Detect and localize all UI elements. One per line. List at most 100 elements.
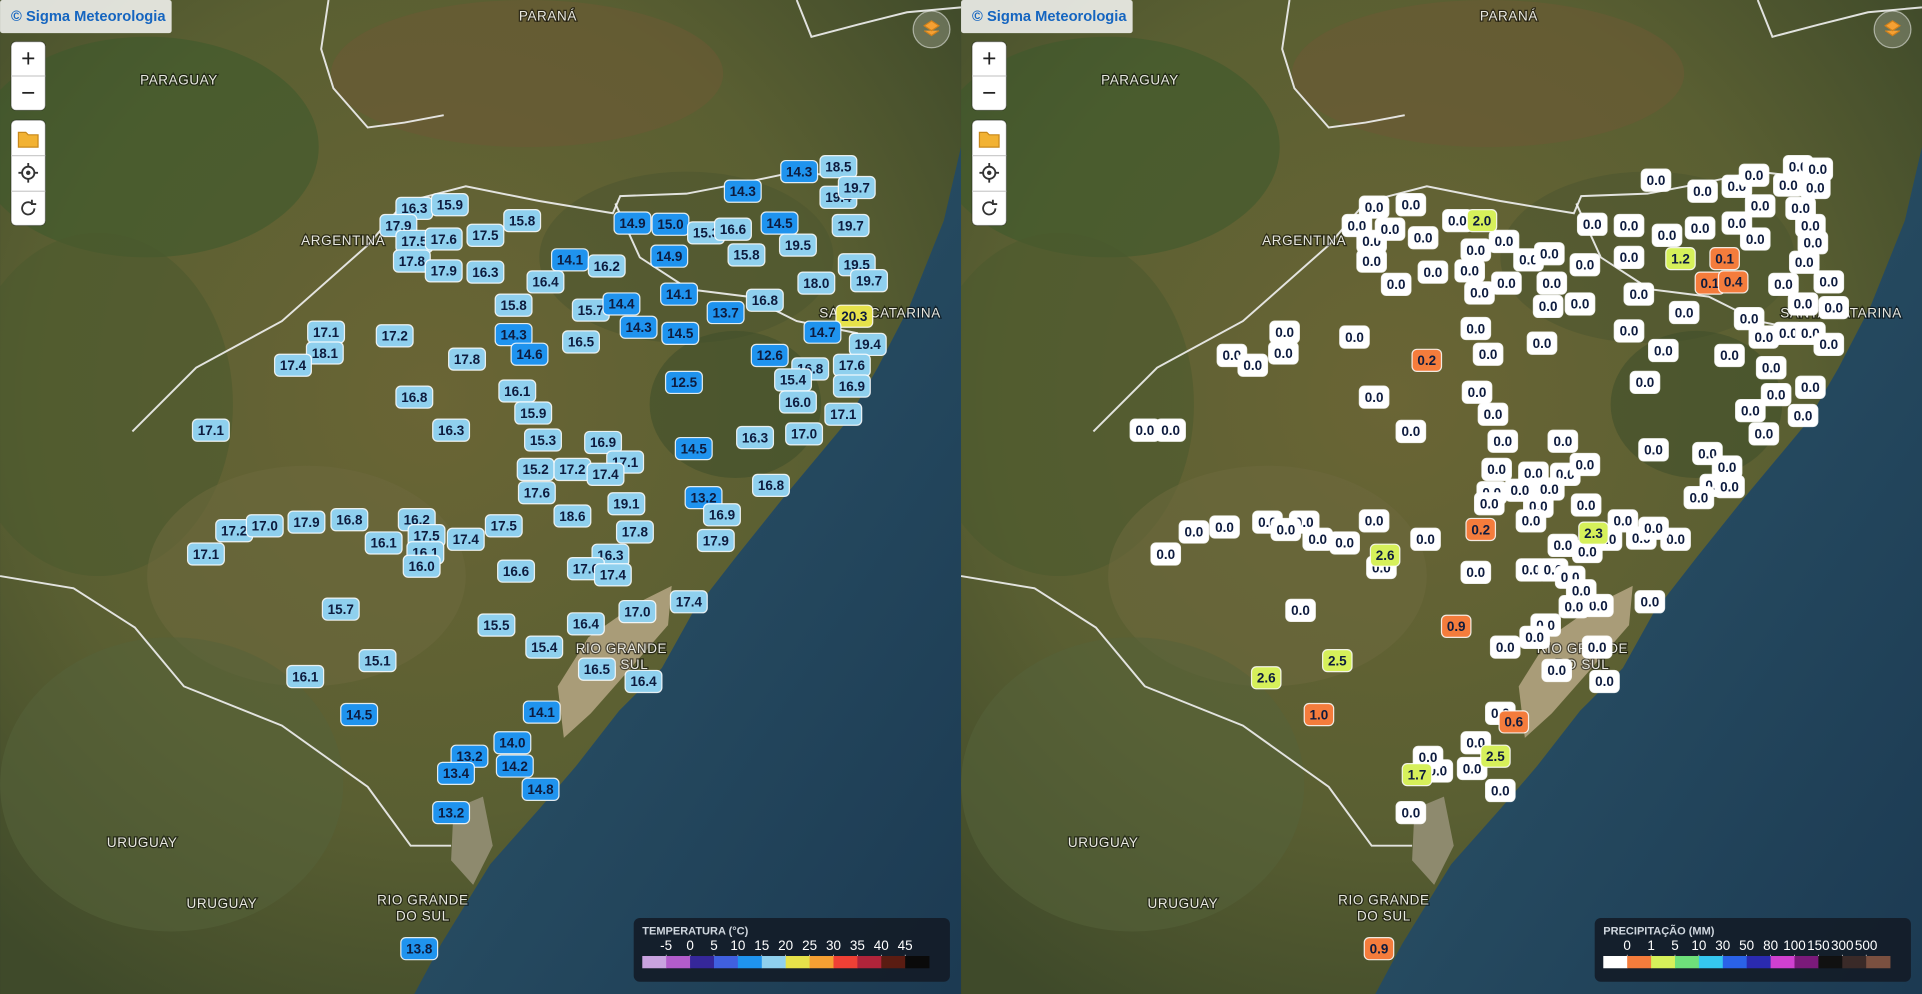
station-value: 17.5 — [413, 528, 440, 543]
station-box — [1665, 246, 1696, 271]
station-marker: 0.9 — [1440, 614, 1472, 638]
station-box — [1485, 778, 1516, 803]
station-value: 0.0 — [1629, 287, 1648, 302]
station-value: 17.0 — [791, 427, 817, 442]
station-marker: 13.4 — [436, 761, 475, 786]
zoom-out[interactable]: − — [21, 80, 35, 107]
legend-title: PRECIPITAÇÃO (MM) — [1603, 924, 1714, 937]
station-value: 0.0 — [1565, 599, 1584, 614]
station-box — [1374, 217, 1406, 241]
station-value: 13.7 — [713, 305, 739, 320]
station-box — [780, 159, 819, 184]
station-marker: 16.1 — [364, 531, 403, 555]
legend-swatch — [1627, 956, 1652, 969]
station-marker: 17.4 — [273, 353, 312, 377]
station-box — [619, 315, 658, 339]
zoom-out[interactable]: − — [982, 80, 996, 107]
station-box — [1339, 325, 1370, 349]
refresh-button[interactable] — [982, 199, 998, 216]
station-box — [1795, 375, 1826, 399]
locate-button[interactable] — [18, 163, 39, 183]
legend-tick: 40 — [874, 938, 889, 953]
station-box — [1303, 702, 1335, 727]
station-box — [446, 527, 485, 551]
station-box — [1787, 292, 1819, 316]
station-value: 0.0 — [1804, 235, 1823, 250]
station-value: 0.0 — [1588, 640, 1607, 655]
station-value: 1.2 — [1671, 251, 1690, 266]
station-value: 0.0 — [1401, 424, 1420, 439]
station-value: 16.4 — [573, 617, 600, 632]
station-value: 0.0 — [1658, 228, 1677, 243]
station-marker: 0.6 — [1498, 710, 1530, 734]
station-marker: 0.0 — [1489, 635, 1521, 659]
station-marker: 19.7 — [837, 175, 876, 200]
station-box — [1564, 292, 1596, 316]
open-file-button[interactable] — [17, 131, 39, 148]
place-label: URUGUAY — [187, 896, 258, 911]
station-marker: 0.0 — [1358, 385, 1390, 409]
station-marker: 17.5 — [484, 514, 523, 538]
station-marker: 0.0 — [1488, 229, 1520, 254]
station-value: 0.0 — [1640, 595, 1659, 610]
station-value: 0.0 — [1308, 532, 1327, 547]
station-value: 16.3 — [438, 423, 464, 438]
zoom-in[interactable]: + — [982, 46, 996, 73]
station-value: 0.0 — [1808, 162, 1827, 177]
refresh-button[interactable] — [21, 199, 37, 216]
station-marker: 0.0 — [1374, 217, 1406, 241]
open-file-button[interactable] — [978, 131, 1000, 148]
legend-swatch — [1818, 956, 1843, 969]
station-marker: 0.0 — [1269, 320, 1300, 344]
place-label: URUGUAY — [1068, 835, 1139, 850]
station-value: 0.0 — [1806, 180, 1825, 195]
station-marker: 14.9 — [613, 211, 652, 235]
station-marker: 18.5 — [819, 155, 858, 179]
station-marker: 0.0 — [1813, 332, 1845, 357]
attribution[interactable]: © Sigma Meteorologia — [11, 9, 166, 25]
station-value: 0.0 — [1720, 348, 1739, 363]
station-box — [1787, 403, 1819, 428]
station-box — [1395, 419, 1427, 444]
station-box — [1466, 208, 1498, 233]
station-box — [1717, 270, 1749, 294]
station-value: 0.0 — [1819, 275, 1838, 290]
station-value: 17.4 — [280, 358, 307, 373]
legend-swatch — [1651, 956, 1676, 969]
station-box — [1465, 517, 1497, 542]
station-marker: 17.9 — [424, 259, 463, 283]
station-value: 0.0 — [1589, 598, 1608, 613]
station-marker: 0.0 — [1395, 800, 1427, 825]
station-value: 0.0 — [1223, 348, 1242, 363]
place-label: DO SUL — [396, 908, 450, 923]
border — [1281, 0, 1405, 129]
border — [1575, 203, 1820, 335]
station-marker: 16.8 — [751, 473, 790, 497]
station-value: 0.0 — [1762, 360, 1781, 375]
station-box — [750, 343, 789, 368]
station-marker: 0.0 — [1802, 157, 1834, 181]
station-marker: 2.6 — [1369, 543, 1401, 567]
station-box — [1472, 342, 1504, 366]
legend-tick: 1 — [1647, 938, 1655, 953]
station-marker: 0.0 — [1358, 195, 1390, 219]
station-value: 17.6 — [839, 358, 865, 373]
station-value: 0.0 — [1576, 457, 1595, 472]
station-box — [1565, 579, 1597, 603]
station-value: 12.5 — [671, 375, 698, 390]
station-box — [432, 418, 471, 442]
station-marker: 0.0 — [1547, 429, 1579, 453]
station-marker: 0.0 — [1485, 778, 1516, 803]
zoom-in[interactable]: + — [21, 46, 35, 73]
station-value: 2.3 — [1584, 526, 1603, 541]
station-value: 14.5 — [681, 441, 708, 456]
station-box — [1515, 509, 1547, 533]
attribution[interactable]: © Sigma Meteorologia — [972, 9, 1127, 25]
station-value: 0.1 — [1715, 251, 1734, 266]
station-value: 15.9 — [437, 197, 463, 212]
station-box — [607, 492, 646, 516]
locate-button[interactable] — [979, 163, 1000, 183]
station-box — [510, 342, 549, 366]
station-marker: 17.1 — [824, 402, 863, 426]
station-marker: 15.7 — [321, 597, 360, 621]
